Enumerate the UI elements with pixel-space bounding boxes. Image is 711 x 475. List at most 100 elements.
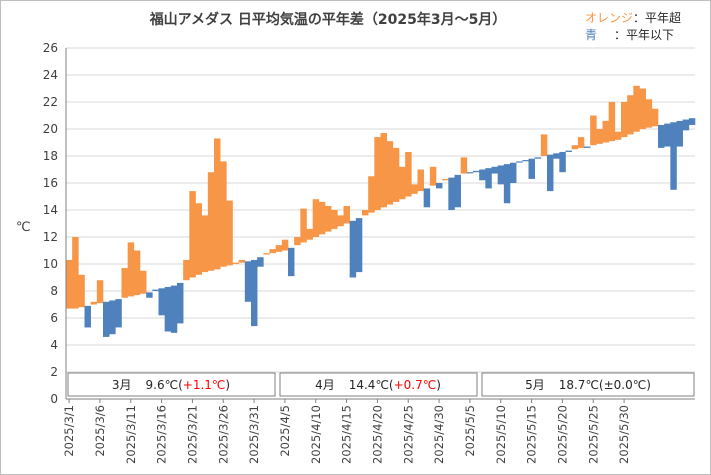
anomaly-bar	[244, 261, 252, 302]
anomaly-bar	[294, 237, 301, 246]
x-tick-label: 2025/3/11	[124, 405, 138, 464]
anomaly-bar	[269, 249, 276, 254]
legend: オレンジ：平年超 青 ：平年以下	[585, 10, 681, 42]
summary-march: 3月 9.6℃(+1.1℃)	[112, 378, 230, 392]
anomaly-bar	[90, 301, 98, 305]
anomaly-bar	[380, 133, 387, 208]
anomaly-bar	[226, 200, 233, 266]
anomaly-bar	[503, 164, 511, 204]
x-tick-label: 2025/3/26	[216, 405, 230, 464]
y-tick-label: 26	[43, 41, 58, 55]
anomaly-bar	[103, 301, 110, 337]
anomaly-bar	[608, 102, 616, 142]
anomaly-bar	[682, 119, 690, 131]
anomaly-bar	[658, 124, 665, 148]
anomaly-bar	[331, 210, 338, 229]
anomaly-bar	[466, 172, 474, 174]
anomaly-bar	[152, 289, 159, 291]
y-tick-label: 4	[50, 338, 58, 352]
anomaly-bar	[664, 123, 671, 147]
monthly-summary: 3月 9.6℃(+1.1℃) 4月 14.4℃(+0.7℃) 5月 18.7℃(±0.…	[67, 372, 695, 397]
anomaly-bar	[355, 218, 363, 273]
anomaly-bar	[417, 169, 424, 192]
anomaly-bar	[214, 138, 221, 270]
x-tick-label: 2025/3/16	[155, 405, 169, 464]
summary-may-mean: 18.7℃	[559, 378, 599, 392]
x-tick-label: 2025/5/25	[586, 405, 600, 464]
anomaly-bar	[460, 157, 468, 174]
anomaly-bar	[257, 257, 264, 267]
anomaly-bar	[596, 129, 603, 144]
anomaly-bar	[337, 215, 344, 227]
x-tick-labels: 2025/3/1 2025/3/6 2025/3/11 2025/3/16 2025/3…	[62, 399, 631, 464]
x-tick-label: 2025/4/10	[309, 405, 323, 464]
anomaly-bar	[251, 259, 258, 327]
x-tick-label: 2025/4/15	[340, 405, 354, 464]
anomaly-bar	[343, 205, 350, 224]
x-tick-label: 2025/4/20	[370, 405, 384, 464]
anomaly-bar	[553, 153, 560, 159]
y-tick-label: 22	[43, 95, 58, 109]
x-tick-label: 2025/4/5	[278, 405, 292, 457]
anomaly-bar	[115, 299, 122, 328]
anomaly-bar	[429, 166, 437, 186]
legend-below-desc: ：平年以下	[614, 28, 674, 42]
anomaly-bar	[109, 300, 116, 335]
anomaly-bar	[386, 141, 394, 205]
anomaly-bar	[66, 259, 73, 309]
anomaly-bar	[473, 170, 480, 173]
anomaly-bar	[522, 160, 529, 162]
summary-box-may	[481, 372, 695, 397]
anomaly-bar	[491, 166, 498, 174]
anomaly-bar	[540, 134, 548, 156]
anomaly-bar	[651, 108, 659, 127]
legend-item-above: オレンジ：平年超	[585, 10, 681, 25]
x-tick-label: 2025/3/31	[247, 405, 261, 464]
anomaly-bar	[547, 154, 554, 192]
anomaly-bar	[584, 146, 591, 148]
legend-item-below: 青 ：平年以下	[585, 28, 674, 42]
y-tick-label: 24	[43, 68, 58, 82]
anomaly-bar	[140, 270, 147, 294]
anomaly-bar	[318, 201, 326, 235]
summary-march-mean: 9.6℃	[146, 378, 179, 392]
anomaly-bar	[454, 174, 461, 208]
summary-box-april	[279, 372, 478, 397]
summary-box-march	[67, 372, 276, 397]
summary-april-mean: 14.4℃	[349, 378, 389, 392]
anomaly-bar	[263, 253, 270, 255]
anomaly-bar	[577, 137, 585, 148]
anomaly-bar	[436, 183, 443, 189]
axes	[65, 48, 695, 400]
anomaly-bar	[392, 147, 400, 202]
anomaly-bar	[621, 102, 628, 138]
anomaly-bar	[349, 220, 357, 278]
x-tick-label: 2025/3/21	[185, 405, 199, 464]
legend-below-name: 青	[585, 28, 597, 42]
anomaly-bar	[571, 145, 579, 150]
anomaly-bar	[201, 215, 209, 273]
x-tick-label: 2025/4/30	[432, 405, 446, 464]
x-tick-label: 2025/5/5	[463, 405, 477, 457]
anomaly-bar	[368, 176, 375, 213]
anomaly-bar	[516, 161, 523, 163]
anomaly-bar	[84, 305, 91, 328]
anomaly-bar	[528, 158, 535, 179]
anomaly-bar	[688, 118, 696, 125]
y-tick-label: 12	[43, 230, 58, 244]
anomaly-bar	[639, 88, 646, 129]
summary-march-month: 3月	[112, 378, 132, 392]
anomaly-bar	[312, 199, 320, 237]
y-tick-label: 20	[43, 122, 58, 136]
legend-above-name: オレンジ	[585, 11, 633, 25]
anomaly-bar	[590, 115, 597, 146]
anomaly-bar	[232, 262, 239, 264]
anomaly-bar	[78, 274, 85, 308]
y-tick-label: 10	[43, 257, 58, 271]
y-tick-label: 14	[43, 203, 58, 217]
anomaly-bar	[158, 288, 165, 316]
anomaly-bar	[485, 168, 492, 189]
summary-may-anomaly: ±0.0℃	[604, 378, 647, 392]
anomaly-bar	[127, 242, 135, 297]
